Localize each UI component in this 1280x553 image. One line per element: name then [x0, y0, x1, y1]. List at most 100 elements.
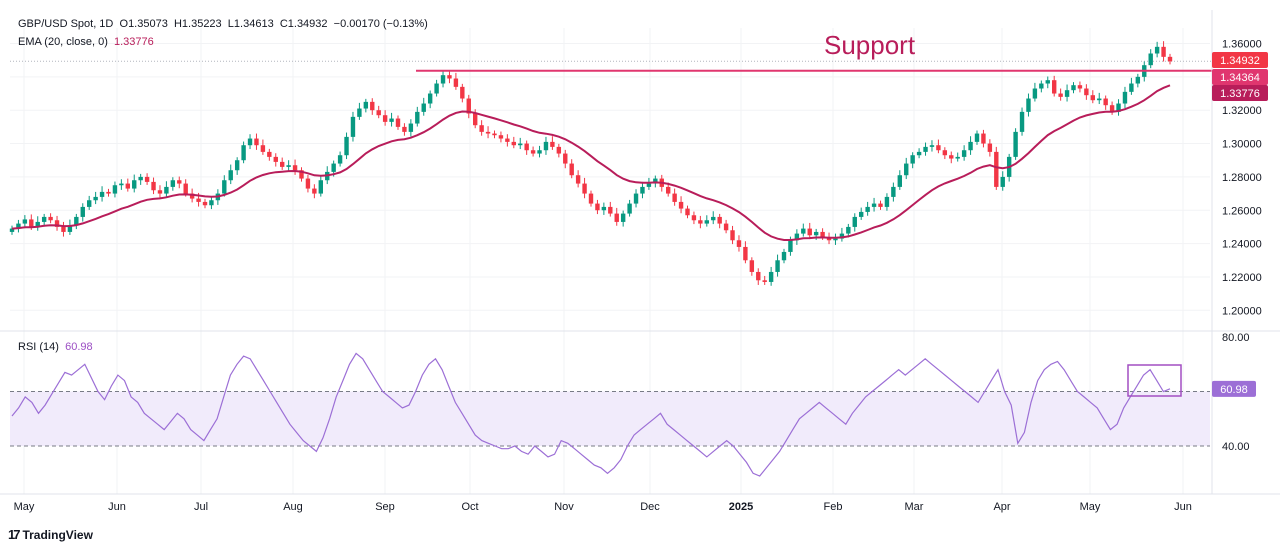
- candle-body: [633, 193, 639, 204]
- candle-body: [691, 215, 697, 221]
- candle-body: [125, 183, 130, 189]
- candle-body: [685, 208, 690, 216]
- candle-body: [151, 181, 156, 191]
- candle-body: [569, 163, 574, 176]
- candle-body: [447, 75, 452, 79]
- candle-body: [524, 143, 529, 151]
- candle-body: [331, 163, 336, 172]
- candle-body: [775, 260, 780, 272]
- candle-body: [280, 161, 285, 167]
- candle-body: [247, 138, 253, 146]
- candle-body: [878, 203, 883, 207]
- candle-body: [955, 156, 960, 159]
- candle-body: [48, 216, 53, 221]
- time-tick-label: Feb: [824, 501, 843, 513]
- candle-body: [376, 110, 381, 116]
- rsi-axis[interactable]: 80.00 40.00: [1222, 332, 1250, 453]
- candle-body: [119, 183, 124, 186]
- candle-body: [743, 246, 748, 261]
- tradingview-logo[interactable]: 17 TradingView: [8, 527, 93, 542]
- candle-body: [653, 178, 658, 184]
- candle-body: [730, 230, 735, 241]
- candle-body: [813, 231, 819, 236]
- time-axis[interactable]: May Jun Jul Aug Sep Oct Nov Dec 2025 Feb Mar Apr May…: [14, 501, 1192, 513]
- candle-body: [144, 176, 150, 182]
- candle-body: [859, 211, 864, 217]
- candle-body: [678, 201, 684, 209]
- candle-body: [61, 226, 66, 232]
- candle-body: [749, 260, 755, 272]
- candle-body: [1045, 80, 1050, 84]
- candle-body: [202, 201, 208, 206]
- candle-body: [949, 155, 954, 159]
- price-tag-box: [1212, 52, 1268, 68]
- candle-body: [1161, 46, 1166, 57]
- candle-body: [453, 78, 459, 87]
- candle-body: [1103, 98, 1108, 106]
- candle-body: [640, 186, 645, 194]
- candle-body: [415, 111, 420, 124]
- candle-body: [498, 135, 504, 139]
- candle-body: [106, 191, 111, 194]
- candle-body: [794, 233, 800, 241]
- ema-line: [11, 84, 1171, 241]
- price-tick-label: 1.22000: [1222, 272, 1262, 284]
- candle-body: [54, 220, 60, 227]
- candle-body: [1052, 80, 1057, 94]
- time-tick-label: Jun: [108, 501, 126, 513]
- price-tick-label: 1.28000: [1222, 172, 1262, 184]
- candle-body: [267, 151, 272, 157]
- candle-body: [916, 151, 922, 156]
- candle-body: [183, 183, 188, 194]
- candle-body: [518, 143, 523, 146]
- candle-body: [788, 240, 793, 252]
- ema-label: EMA (20, close, 0): [18, 36, 108, 48]
- candle-body: [241, 145, 246, 161]
- candle-body: [987, 143, 993, 152]
- candle-body: [588, 193, 594, 204]
- price-axis[interactable]: 1.360001.340001.320001.300001.280001.260…: [1222, 39, 1262, 318]
- candle-body: [1000, 176, 1005, 187]
- candle-body: [93, 196, 98, 201]
- candle-body: [717, 216, 722, 224]
- candle-body: [41, 216, 47, 222]
- rsi-line: [11, 352, 1171, 477]
- ema-value: 1.33776: [114, 36, 154, 48]
- candle-body: [350, 116, 356, 137]
- time-tick-label: Oct: [461, 501, 478, 513]
- candle-body: [67, 225, 73, 232]
- candle-body: [1154, 46, 1160, 54]
- symbol-name: GBP/USD Spot, 1D: [18, 18, 114, 30]
- candle-body: [1167, 56, 1173, 62]
- candle-body: [974, 133, 980, 142]
- candle-body: [839, 233, 845, 239]
- candle-body: [157, 190, 163, 194]
- candle-body: [1064, 90, 1070, 97]
- candle-body: [434, 83, 439, 94]
- candle-body: [363, 101, 369, 109]
- rsi-legend: RSI (14) 60.98: [18, 341, 93, 353]
- candle-body: [865, 206, 870, 212]
- tradingview-logo-icon: 17: [8, 527, 21, 542]
- candle-body: [485, 131, 491, 134]
- candle-body: [1071, 85, 1076, 91]
- candle-body: [1109, 105, 1115, 112]
- change-value: −0.00170 (−0.13%): [333, 18, 428, 30]
- candle-body: [370, 101, 375, 111]
- candle-body: [1116, 103, 1121, 112]
- candle-body: [344, 136, 349, 156]
- candle-body: [189, 193, 195, 199]
- price-tick-label: 1.32000: [1222, 105, 1262, 117]
- candle-body: [981, 133, 986, 144]
- candle-body: [968, 141, 973, 151]
- rsi-value: 60.98: [65, 341, 93, 353]
- candle-body: [164, 186, 169, 194]
- candle-body: [1058, 93, 1063, 97]
- candle-body: [871, 203, 877, 207]
- rsi-tick-label: 80.00: [1222, 332, 1250, 344]
- candle-body: [904, 163, 909, 176]
- candle-body: [492, 133, 497, 136]
- candle-body: [608, 206, 613, 214]
- candle-body: [756, 271, 761, 281]
- candle-body: [99, 191, 105, 197]
